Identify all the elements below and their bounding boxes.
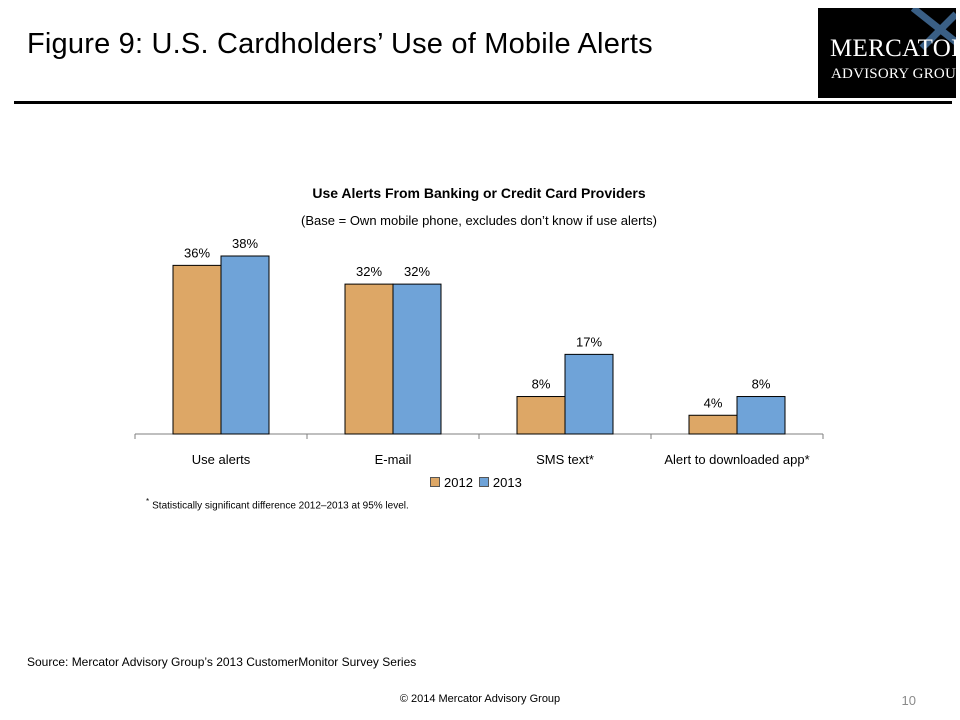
data-label-sms-text-2012: 8% bbox=[532, 377, 551, 392]
bar-use-alerts-2013 bbox=[220, 255, 270, 435]
legend-item-2012: 2012 bbox=[430, 475, 473, 490]
footnote-marker: * bbox=[146, 497, 150, 506]
bar-sms-text-2012 bbox=[516, 396, 566, 435]
data-label-e-mail-2013: 32% bbox=[404, 264, 430, 279]
chart-subtitle: (Base = Own mobile phone, excludes don’t… bbox=[301, 213, 657, 228]
page-number: 10 bbox=[901, 693, 916, 708]
logo-x-mark-icon bbox=[910, 8, 956, 51]
data-label-alert-to-downloaded-app-2012: 4% bbox=[704, 395, 723, 410]
legend-label-2013: 2013 bbox=[492, 474, 522, 490]
footnote-text: Statistically significant difference 201… bbox=[152, 500, 409, 512]
bar-alert-to-downloaded-app-2012 bbox=[688, 414, 738, 435]
bar-use-alerts-2012 bbox=[172, 264, 222, 435]
title-divider bbox=[14, 101, 952, 104]
copyright-notice: © 2014 Mercator Advisory Group bbox=[399, 693, 561, 705]
chart-footnote: * Statistically significant difference 20… bbox=[146, 497, 409, 511]
slide-title: Figure 9: U.S. Cardholders’ Use of Mobil… bbox=[27, 28, 653, 60]
chart-title: Use Alerts From Banking or Credit Card P… bbox=[312, 185, 646, 201]
category-label-alert-to-downloaded-app: Alert to downloaded app* bbox=[664, 452, 809, 467]
bar-e-mail-2013 bbox=[392, 283, 442, 435]
data-label-sms-text-2013: 17% bbox=[576, 334, 602, 349]
bar-sms-text-2013 bbox=[564, 353, 614, 435]
logo-text-mercator: MERCATOR bbox=[830, 35, 956, 62]
data-label-alert-to-downloaded-app-2013: 8% bbox=[752, 377, 771, 392]
legend-swatch-2013 bbox=[478, 477, 489, 487]
logo-text-advisory-group: ADVISORY GROUP bbox=[831, 66, 956, 82]
bar-alert-to-downloaded-app-2013 bbox=[736, 396, 786, 435]
chart-legend: 2012 2013 bbox=[430, 473, 528, 491]
legend-item-2013: 2013 bbox=[478, 474, 522, 490]
source-note: Source: Mercator Advisory Group’s 2013 C… bbox=[27, 655, 417, 669]
category-label-e-mail: E-mail bbox=[375, 452, 412, 467]
bar-e-mail-2012 bbox=[344, 283, 394, 435]
legend-swatch-2012 bbox=[430, 477, 440, 487]
data-label-e-mail-2012: 32% bbox=[356, 264, 382, 279]
legend-label-2012: 2012 bbox=[444, 474, 473, 490]
data-label-use-alerts-2012: 36% bbox=[184, 245, 210, 260]
data-label-use-alerts-2013: 38% bbox=[232, 236, 258, 251]
category-label-sms-text: SMS text* bbox=[536, 452, 594, 467]
mercator-logo: MERCATOR ADVISORY GROUP bbox=[818, 8, 956, 98]
category-label-use-alerts: Use alerts bbox=[192, 452, 251, 467]
